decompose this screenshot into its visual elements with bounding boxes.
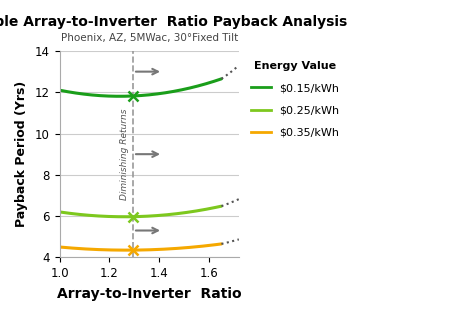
X-axis label: Array-to-Inverter  Ratio: Array-to-Inverter Ratio	[57, 287, 242, 301]
Y-axis label: Payback Period (Yrs): Payback Period (Yrs)	[15, 81, 28, 227]
Text: Diminishing Returns: Diminishing Returns	[120, 108, 129, 200]
Text: Phoenix, AZ, 5MWac, 30°Fixed Tilt: Phoenix, AZ, 5MWac, 30°Fixed Tilt	[60, 33, 238, 43]
Title: Example Array-to-Inverter  Ratio Payback Analysis: Example Array-to-Inverter Ratio Payback …	[0, 15, 347, 29]
Legend: $0.15/kWh, $0.25/kWh, $0.35/kWh: $0.15/kWh, $0.25/kWh, $0.35/kWh	[246, 57, 344, 142]
